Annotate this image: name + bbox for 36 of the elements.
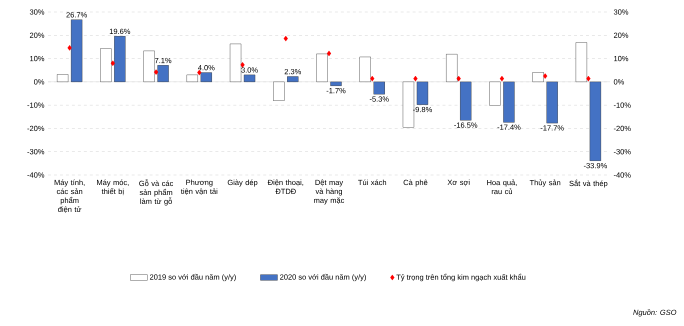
bar [157, 65, 169, 82]
bar [489, 82, 501, 106]
bar [374, 82, 385, 94]
bar [244, 74, 256, 82]
bar [460, 82, 472, 120]
bar [273, 82, 284, 101]
point [456, 76, 461, 82]
bar [360, 56, 371, 82]
bar [446, 54, 458, 82]
point [154, 69, 158, 75]
bar [416, 82, 428, 105]
bar [230, 44, 242, 82]
point [326, 50, 332, 56]
bar [546, 82, 558, 124]
bar [402, 82, 414, 128]
bar [532, 72, 544, 82]
bar [316, 54, 328, 82]
bar [503, 82, 515, 123]
bar [590, 82, 602, 161]
bar [287, 76, 298, 82]
bar [114, 36, 126, 82]
bar [186, 74, 198, 82]
bar [330, 82, 342, 86]
point [67, 45, 72, 51]
bar [56, 74, 68, 82]
point [500, 76, 504, 82]
point [284, 36, 288, 42]
point [586, 76, 591, 82]
bar [100, 48, 112, 82]
bar [143, 50, 155, 82]
point [543, 73, 548, 79]
bar [70, 19, 82, 82]
point [413, 76, 418, 82]
point [370, 76, 374, 82]
bar [200, 72, 212, 82]
bar [576, 42, 588, 82]
